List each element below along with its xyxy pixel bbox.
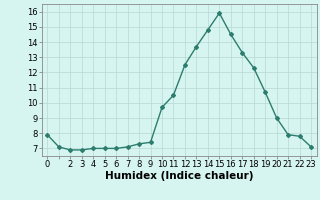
X-axis label: Humidex (Indice chaleur): Humidex (Indice chaleur) [105, 171, 253, 181]
